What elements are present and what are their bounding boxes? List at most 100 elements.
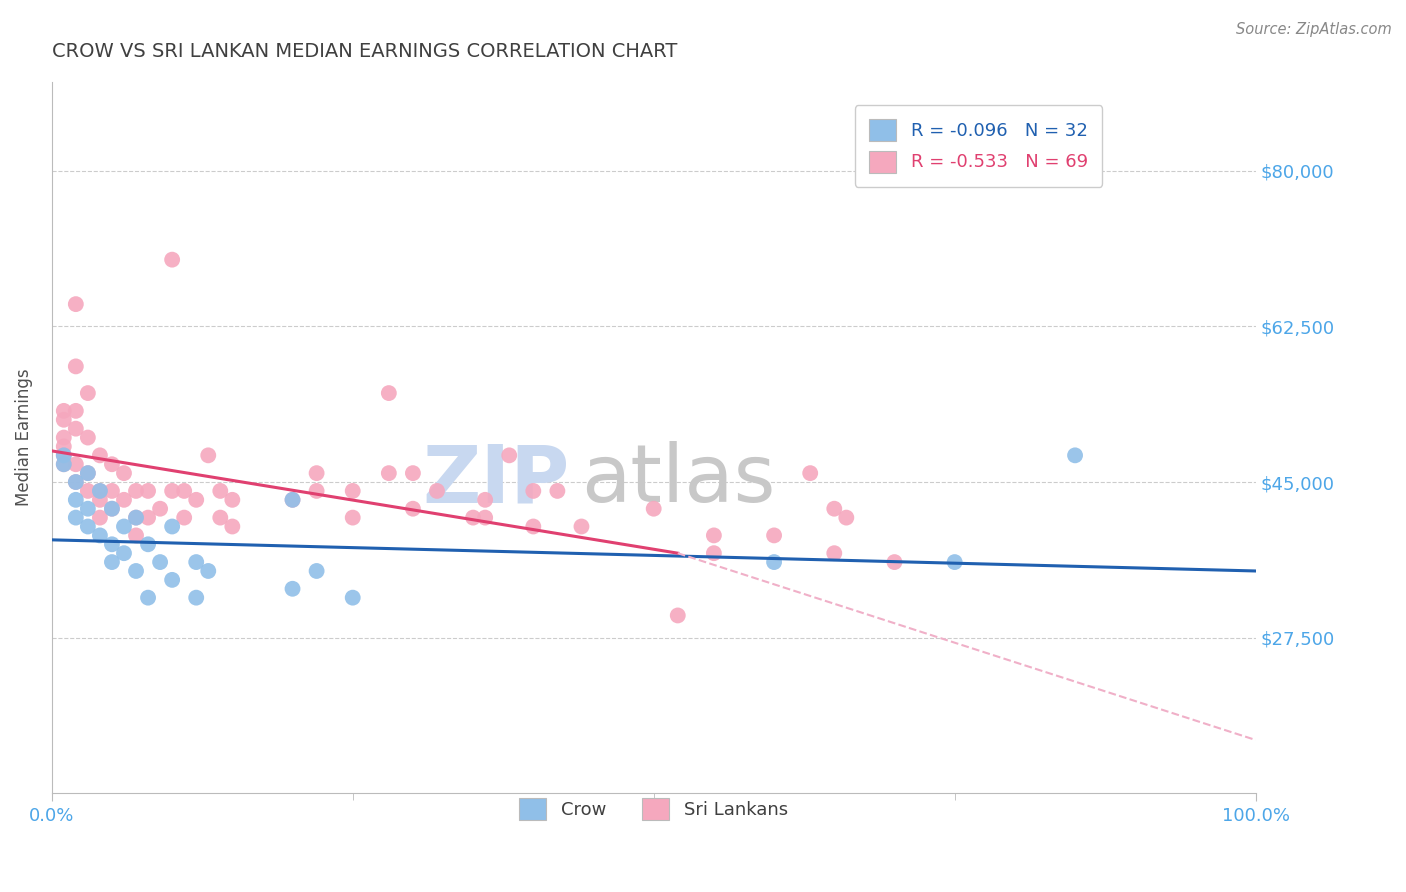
Point bbox=[65, 297, 87, 311]
Point bbox=[112, 466, 135, 480]
Point bbox=[835, 510, 858, 524]
Y-axis label: Median Earnings: Median Earnings bbox=[15, 368, 32, 507]
Point bbox=[305, 564, 328, 578]
Point bbox=[643, 501, 665, 516]
Point bbox=[65, 404, 87, 418]
Point bbox=[402, 501, 425, 516]
Point bbox=[305, 466, 328, 480]
Point bbox=[76, 501, 98, 516]
Point bbox=[112, 546, 135, 560]
Point bbox=[52, 440, 75, 454]
Point bbox=[76, 519, 98, 533]
Point bbox=[186, 492, 208, 507]
Point bbox=[125, 510, 148, 524]
Point bbox=[342, 510, 364, 524]
Point bbox=[65, 422, 87, 436]
Point bbox=[883, 555, 905, 569]
Point bbox=[546, 483, 568, 498]
Point bbox=[101, 457, 124, 471]
Point bbox=[136, 483, 159, 498]
Point bbox=[823, 546, 845, 560]
Point bbox=[52, 448, 75, 462]
Point bbox=[342, 483, 364, 498]
Point bbox=[52, 413, 75, 427]
Point bbox=[498, 448, 520, 462]
Point bbox=[186, 555, 208, 569]
Point bbox=[763, 528, 786, 542]
Legend: Crow, Sri Lankans: Crow, Sri Lankans bbox=[505, 783, 803, 834]
Point bbox=[522, 483, 544, 498]
Point bbox=[136, 537, 159, 551]
Point bbox=[571, 519, 593, 533]
Point bbox=[305, 483, 328, 498]
Point bbox=[342, 591, 364, 605]
Point bbox=[89, 483, 111, 498]
Point bbox=[52, 448, 75, 462]
Point bbox=[703, 528, 725, 542]
Point bbox=[221, 519, 243, 533]
Point bbox=[149, 555, 172, 569]
Point bbox=[125, 528, 148, 542]
Point bbox=[703, 546, 725, 560]
Point bbox=[101, 537, 124, 551]
Point bbox=[149, 501, 172, 516]
Point bbox=[76, 466, 98, 480]
Point bbox=[763, 555, 786, 569]
Point bbox=[281, 582, 304, 596]
Point bbox=[378, 386, 401, 401]
Point bbox=[197, 564, 219, 578]
Point bbox=[65, 510, 87, 524]
Point bbox=[52, 457, 75, 471]
Point bbox=[474, 510, 496, 524]
Text: atlas: atlas bbox=[582, 442, 776, 519]
Point bbox=[160, 519, 183, 533]
Point bbox=[52, 404, 75, 418]
Point bbox=[65, 457, 87, 471]
Point bbox=[522, 519, 544, 533]
Point bbox=[125, 510, 148, 524]
Point bbox=[101, 555, 124, 569]
Point bbox=[823, 501, 845, 516]
Point bbox=[474, 492, 496, 507]
Point bbox=[76, 431, 98, 445]
Point bbox=[76, 483, 98, 498]
Point bbox=[89, 492, 111, 507]
Point bbox=[101, 501, 124, 516]
Point bbox=[281, 492, 304, 507]
Point bbox=[65, 475, 87, 489]
Point bbox=[160, 573, 183, 587]
Point bbox=[89, 483, 111, 498]
Point bbox=[221, 492, 243, 507]
Point bbox=[666, 608, 689, 623]
Point bbox=[101, 483, 124, 498]
Point bbox=[76, 466, 98, 480]
Point bbox=[65, 492, 87, 507]
Point bbox=[65, 475, 87, 489]
Point bbox=[76, 386, 98, 401]
Point bbox=[402, 466, 425, 480]
Point bbox=[89, 510, 111, 524]
Point bbox=[799, 466, 821, 480]
Point bbox=[65, 359, 87, 374]
Text: CROW VS SRI LANKAN MEDIAN EARNINGS CORRELATION CHART: CROW VS SRI LANKAN MEDIAN EARNINGS CORRE… bbox=[52, 42, 678, 61]
Point bbox=[186, 591, 208, 605]
Point bbox=[136, 510, 159, 524]
Point bbox=[112, 519, 135, 533]
Point bbox=[461, 510, 484, 524]
Point bbox=[426, 483, 449, 498]
Point bbox=[209, 483, 232, 498]
Point bbox=[281, 492, 304, 507]
Point bbox=[943, 555, 966, 569]
Point bbox=[378, 466, 401, 480]
Point bbox=[173, 510, 195, 524]
Point bbox=[89, 528, 111, 542]
Point bbox=[89, 448, 111, 462]
Point bbox=[101, 501, 124, 516]
Point bbox=[1064, 448, 1087, 462]
Point bbox=[160, 483, 183, 498]
Text: Source: ZipAtlas.com: Source: ZipAtlas.com bbox=[1236, 22, 1392, 37]
Text: ZIP: ZIP bbox=[422, 442, 569, 519]
Point bbox=[209, 510, 232, 524]
Point bbox=[136, 591, 159, 605]
Point bbox=[52, 457, 75, 471]
